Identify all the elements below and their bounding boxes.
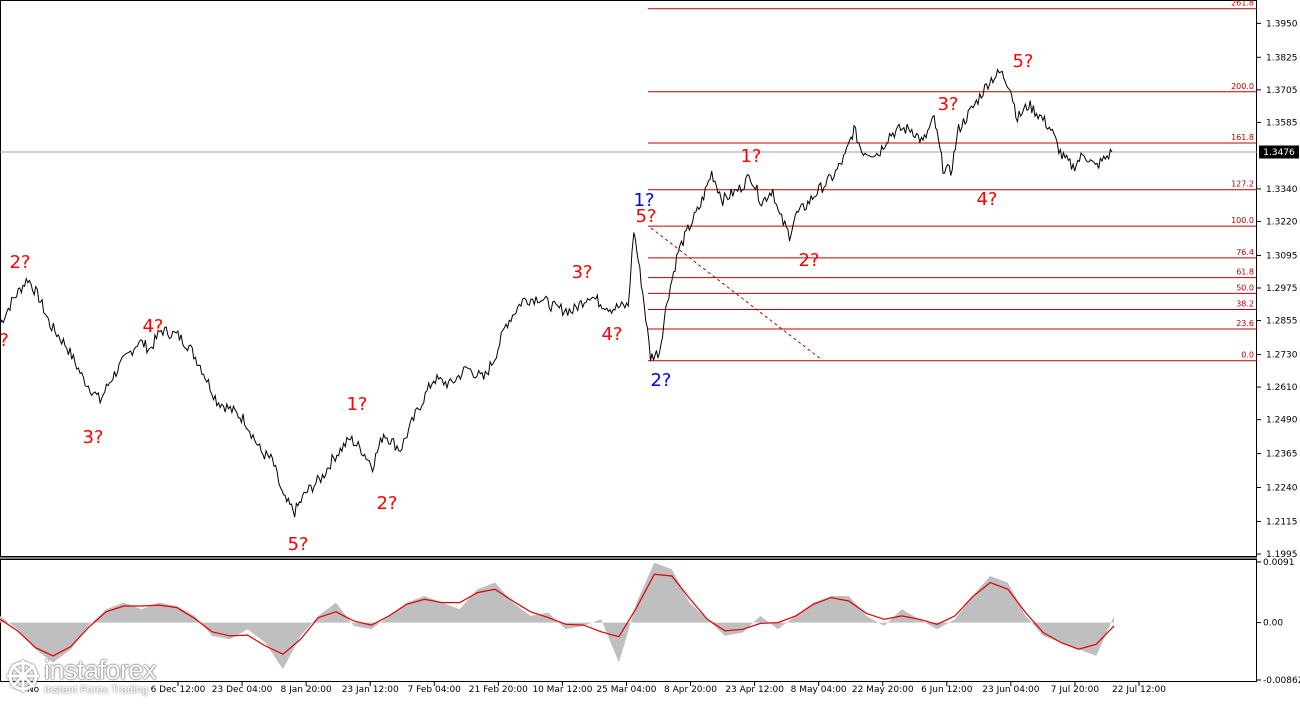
wave-label: 2? (798, 250, 819, 271)
wave-label: 4? (976, 189, 997, 210)
y-tick-label: 1.2490 (1266, 416, 1298, 426)
fib-level-label: 261.8 (1231, 0, 1254, 8)
y-tick-label: 1.2115 (1266, 517, 1298, 527)
fibonacci-levels: 0.0 23.6 38.2 50.0 61.8 76.4 100.0 127.2 161.8 20… (648, 0, 1257, 362)
brand-tagline: Instant Forex Trading (44, 683, 148, 696)
x-tick-label: 6 Jun 12:00 (921, 685, 973, 695)
y-tick-label: 1.3705 (1266, 86, 1298, 96)
y-tick-label: 1.3825 (1266, 53, 1298, 63)
main-panel-frame (0, 0, 1257, 557)
y-tick-label: 1.3220 (1266, 218, 1298, 228)
instaforex-logo-icon (7, 660, 39, 692)
wave-label: ? (0, 330, 9, 351)
y-tick-label: 1.3095 (1266, 251, 1298, 261)
wave-label: 2? (376, 493, 397, 514)
y-tick-label: 1.1995 (1266, 550, 1298, 560)
wave-label: 3? (937, 94, 958, 115)
y-tick-label: 1.2975 (1266, 284, 1298, 294)
instaforex-logo: instaforex Instant Forex Trading (6, 654, 157, 696)
wave-label: 5? (1012, 51, 1033, 72)
wave-label: 2? (9, 252, 30, 273)
current-price-label: 1.3476 (1263, 148, 1295, 158)
x-tick-label: 22 Jul 12:00 (1112, 685, 1166, 695)
oscillator-histogram (0, 562, 1114, 670)
fib-level-label: 61.8 (1236, 268, 1254, 277)
osc-tick-label: 0.00 (1263, 619, 1283, 629)
x-tick-label: 8 Apr 20:00 (664, 685, 717, 695)
y-tick-label: 1.2365 (1266, 450, 1298, 460)
fib-level-label: 0.0 (1241, 351, 1254, 360)
x-tick-label: 23 Dec 04:00 (212, 685, 273, 695)
oscillator-series (0, 562, 1115, 670)
x-tick-label: 6 Dec 12:00 (151, 685, 206, 695)
wave-label: 1? (633, 190, 654, 211)
fib-level-label: 76.4 (1236, 248, 1254, 257)
fib-level-label: 100.0 (1231, 216, 1254, 225)
wave-labels: ?2?3?4?5?1?2?3?4?1?5?2?1?2?3?4?5? (0, 51, 1034, 555)
y-tick-label: 1.2730 (1266, 351, 1298, 361)
y-tick-label: 1.3340 (1266, 185, 1298, 195)
price-line (0, 68, 1113, 518)
osc-tick-label: 0.0091 (1263, 558, 1295, 568)
brand-name: instaforex (44, 654, 157, 685)
x-tick-label: 23 Jan 12:00 (342, 685, 399, 695)
x-tick-label: 25 Mar 04:00 (596, 685, 656, 695)
y-tick-label: 1.2240 (1266, 484, 1298, 494)
wave-label: 4? (142, 316, 163, 337)
oscillator-signal-line (0, 573, 1115, 657)
price-series (0, 68, 1113, 518)
fib-diagonal-line (650, 227, 823, 361)
x-tick-label: 7 Feb 04:00 (408, 685, 462, 695)
fib-level-label: 127.2 (1231, 180, 1254, 189)
y-tick-label: 1.2610 (1266, 383, 1298, 393)
fib-level-label: 200.0 (1231, 82, 1254, 91)
x-tick-label: 23 Apr 12:00 (725, 685, 784, 695)
wave-label: 4? (601, 324, 622, 345)
x-tick-partial-left: No (27, 685, 40, 695)
wave-label: 3? (571, 262, 592, 283)
fib-level-label: 161.8 (1231, 133, 1254, 142)
x-tick-label: 8 Jan 20:00 (281, 685, 333, 695)
time-x-axis: 6 Dec 12:00 23 Dec 04:00 8 Jan 20:00 23 Jan… (151, 682, 1166, 695)
fib-level-label: 50.0 (1236, 283, 1254, 292)
y-tick-label: 1.2855 (1266, 317, 1298, 327)
y-tick-label: 1.3950 (1266, 19, 1298, 29)
x-tick-label: 23 Jun 04:00 (982, 685, 1039, 695)
current-price-badge (1259, 145, 1299, 159)
fib-level-label: 38.2 (1236, 299, 1254, 308)
wave-label: 2? (650, 370, 671, 391)
y-tick-label: 1.3585 (1266, 118, 1298, 128)
wave-label: 1? (346, 394, 367, 415)
wave-label: 5? (635, 206, 656, 227)
wave-label: 1? (740, 146, 761, 167)
price-y-axis: 1.3950 1.3825 1.3705 1.3585 1.3340 1.3220 1.30… (1257, 19, 1298, 560)
x-tick-label: 10 Mar 12:00 (532, 685, 592, 695)
x-tick-label: 22 May 20:00 (852, 685, 914, 695)
x-tick-label: 7 Jul 20:00 (1051, 685, 1100, 695)
x-tick-label: 21 Feb 20:00 (469, 685, 528, 695)
oscillator-y-axis: 0.0091 0.00 -0.00862 (1257, 558, 1300, 686)
x-tick-label: 8 May 04:00 (791, 685, 847, 695)
osc-tick-label: -0.00862 (1263, 676, 1300, 686)
wave-label: 5? (287, 534, 308, 555)
fib-level-label: 23.6 (1236, 319, 1254, 328)
wave-label: 3? (82, 427, 103, 448)
